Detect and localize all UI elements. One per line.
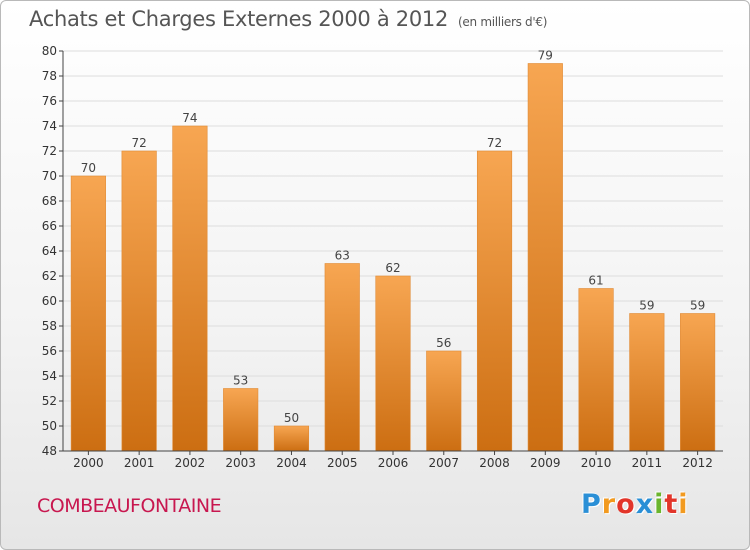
y-tick-label: 60 <box>42 294 57 308</box>
x-tick-label: 2011 <box>632 456 663 470</box>
y-tick-label: 74 <box>42 119 57 133</box>
bar-2008 <box>476 150 513 452</box>
x-tick-label: 2010 <box>581 456 612 470</box>
y-tick-label: 70 <box>42 169 57 183</box>
bar-2003 <box>223 388 259 452</box>
proxiti-logo: Proxiti <box>581 489 689 520</box>
bar-value-label: 53 <box>233 374 248 388</box>
x-tick-label: 2005 <box>327 456 358 470</box>
x-tick-label: 2003 <box>225 456 256 470</box>
x-tick-label: 2002 <box>175 456 206 470</box>
bar-2000 <box>70 175 106 452</box>
chart-title: Achats et Charges Externes 2000 à 2012 (e… <box>29 7 547 31</box>
logo-letter: P <box>581 489 602 520</box>
bar-value-label: 70 <box>81 161 96 175</box>
x-tick-label: 2006 <box>378 456 409 470</box>
y-tick-label: 58 <box>42 319 57 333</box>
x-tick-label: 2000 <box>73 456 104 470</box>
bar-value-label: 50 <box>284 411 299 425</box>
bar-value-label: 61 <box>588 274 603 288</box>
commune-name: COMBEAUFONTAINE <box>37 495 222 517</box>
bar-value-label: 62 <box>385 261 400 275</box>
logo-letter: o <box>616 489 636 520</box>
bar-value-label: 59 <box>639 299 654 313</box>
logo-letter: x <box>635 489 655 520</box>
bar-2002 <box>172 125 208 452</box>
bar-value-label: 59 <box>690 299 705 313</box>
unit-label: (en milliers d'€) <box>458 15 548 29</box>
bar-2001 <box>121 150 157 452</box>
x-tick-label: 2007 <box>428 456 459 470</box>
x-tick-label: 2009 <box>530 456 561 470</box>
y-tick-label: 48 <box>42 444 57 458</box>
logo-letter: i <box>678 489 689 520</box>
bar-value-label: 72 <box>487 136 502 150</box>
x-tick-label: 2001 <box>124 456 155 470</box>
y-tick-label: 66 <box>42 219 57 233</box>
bar-2006 <box>375 275 411 452</box>
logo-letter: t <box>664 489 679 520</box>
bar-2009 <box>527 63 563 452</box>
bar-value-label: 56 <box>436 336 451 350</box>
x-tick-label: 2012 <box>682 456 713 470</box>
bar-value-label: 79 <box>538 49 553 63</box>
y-tick-label: 52 <box>42 394 57 408</box>
logo-letter: r <box>601 489 617 520</box>
y-tick-label: 62 <box>42 269 57 283</box>
x-tick-label: 2004 <box>276 456 307 470</box>
y-tick-label: 78 <box>42 69 57 83</box>
y-tick-label: 56 <box>42 344 57 358</box>
bar-2010 <box>578 288 614 452</box>
y-tick-label: 76 <box>42 94 57 108</box>
bar-value-label: 72 <box>132 136 147 150</box>
bar-2012 <box>680 313 716 452</box>
bar-value-label: 63 <box>335 249 350 263</box>
bar-2005 <box>324 263 360 452</box>
y-tick-label: 64 <box>42 244 57 258</box>
bar-value-label: 74 <box>182 111 197 125</box>
x-tick-label: 2008 <box>479 456 510 470</box>
title-text: Achats et Charges Externes 2000 à 2012 <box>29 7 449 31</box>
bar-2011 <box>629 313 665 452</box>
y-tick-label: 68 <box>42 194 57 208</box>
y-tick-label: 54 <box>42 369 57 383</box>
y-tick-label: 72 <box>42 144 57 158</box>
bar-2007 <box>426 350 462 452</box>
y-tick-label: 80 <box>42 44 57 58</box>
bar-2004 <box>273 425 310 452</box>
logo-letter: i <box>654 489 665 520</box>
y-tick-label: 50 <box>42 419 57 433</box>
